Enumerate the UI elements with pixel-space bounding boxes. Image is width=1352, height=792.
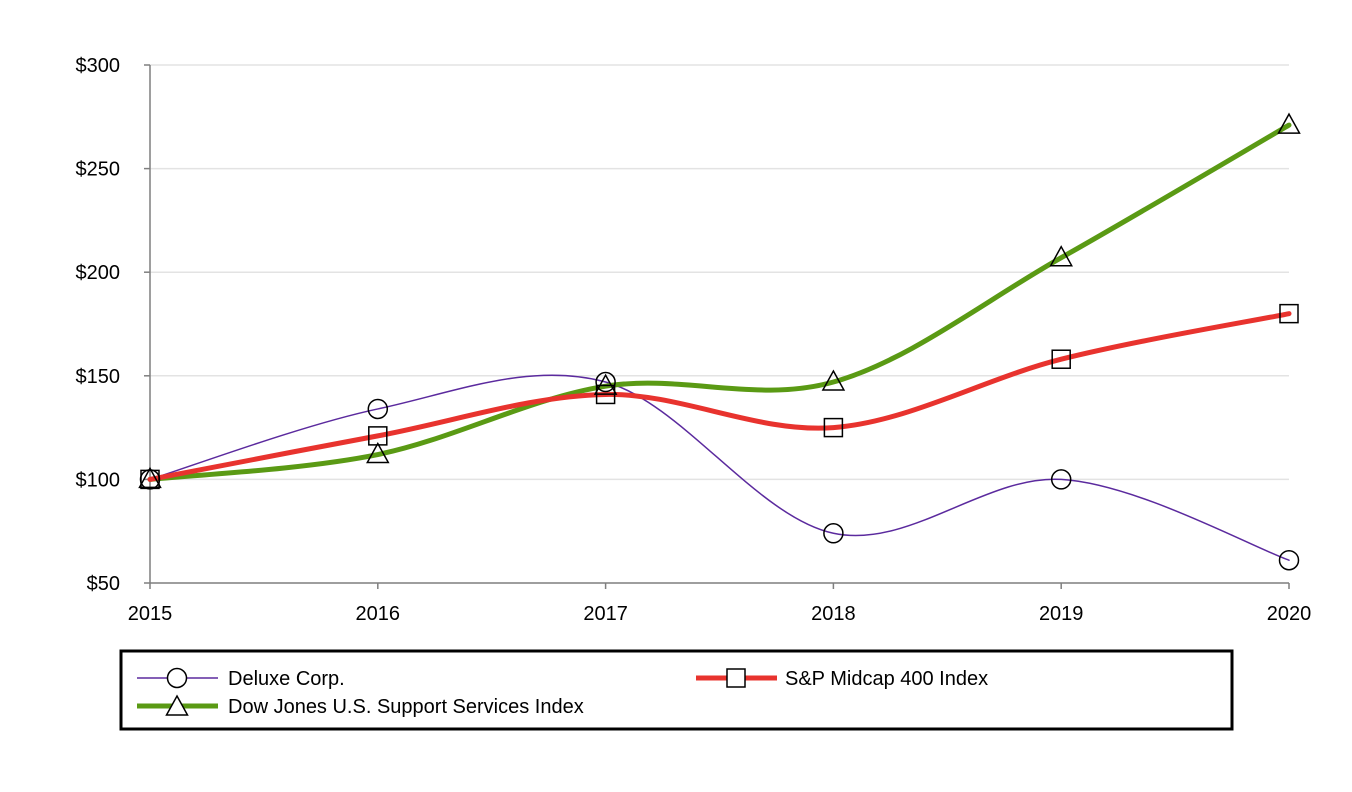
point-dow-jones-2015 — [138, 466, 162, 489]
legend-item-sp-midcap: S&P Midcap 400 Index — [696, 668, 988, 690]
point-deluxe-2016 — [367, 398, 389, 420]
point-dow-jones-2020 — [1277, 112, 1301, 134]
point-deluxe-2020 — [1278, 549, 1300, 571]
series-line-deluxe — [149, 374, 1290, 561]
legend-marker-triangle-icon — [165, 694, 189, 716]
y-tick-label-250: $250 — [76, 159, 121, 181]
point-deluxe-2017 — [595, 371, 616, 393]
x-tick-labels: 2015 2016 2017 2018 2019 2020 — [128, 583, 1312, 625]
point-deluxe-2018 — [823, 523, 844, 544]
y-tick-label-100: $100 — [76, 469, 121, 491]
y-tick-label-200: $200 — [76, 262, 121, 284]
point-dow-jones-2019 — [1049, 245, 1073, 267]
y-tick-label-50: $50 — [87, 573, 120, 595]
legend: Deluxe Corp. S&P Midcap 400 Index Dow Jo… — [119, 649, 1234, 731]
point-dow-jones-2018 — [821, 369, 846, 391]
point-dow-jones-2017 — [593, 373, 618, 395]
point-deluxe-2019 — [1050, 469, 1072, 490]
legend-item-deluxe: Deluxe Corp. — [137, 667, 345, 690]
x-tick-label-2017: 2017 — [583, 603, 628, 625]
legend-label-dow-jones: Dow Jones U.S. Support Services Index — [228, 696, 584, 718]
series-line-dow-jones — [147, 122, 1292, 482]
point-dow-jones-2016 — [366, 441, 390, 464]
legend-label-deluxe: Deluxe Corp. — [228, 668, 345, 690]
x-tick-label-2016: 2016 — [356, 603, 401, 625]
y-tick-labels: $50 $100 $150 $200 $250 $300 — [76, 55, 150, 595]
series-layer — [138, 112, 1301, 571]
y-tick-label-300: $300 — [76, 55, 121, 77]
y-tick-label-150: $150 — [76, 366, 121, 388]
x-tick-label-2015: 2015 — [128, 603, 173, 625]
x-tick-label-2020: 2020 — [1267, 603, 1312, 625]
point-sp-midcap-2020 — [1279, 303, 1299, 324]
grid-lines — [150, 64, 1289, 481]
legend-marker-circle-icon — [166, 667, 188, 689]
point-sp-midcap-2018 — [823, 417, 844, 438]
legend-item-dow-jones: Dow Jones U.S. Support Services Index — [137, 694, 584, 718]
series-line-sp-midcap — [147, 311, 1292, 482]
legend-label-sp-midcap: S&P Midcap 400 Index — [785, 668, 988, 690]
legend-marker-square-icon — [726, 668, 746, 688]
legend-box — [119, 649, 1234, 731]
point-sp-midcap-2015 — [140, 469, 160, 490]
axes — [149, 65, 1289, 584]
x-tick-label-2019: 2019 — [1039, 603, 1084, 625]
point-sp-midcap-2019 — [1051, 349, 1071, 369]
x-tick-label-2018: 2018 — [811, 603, 856, 625]
